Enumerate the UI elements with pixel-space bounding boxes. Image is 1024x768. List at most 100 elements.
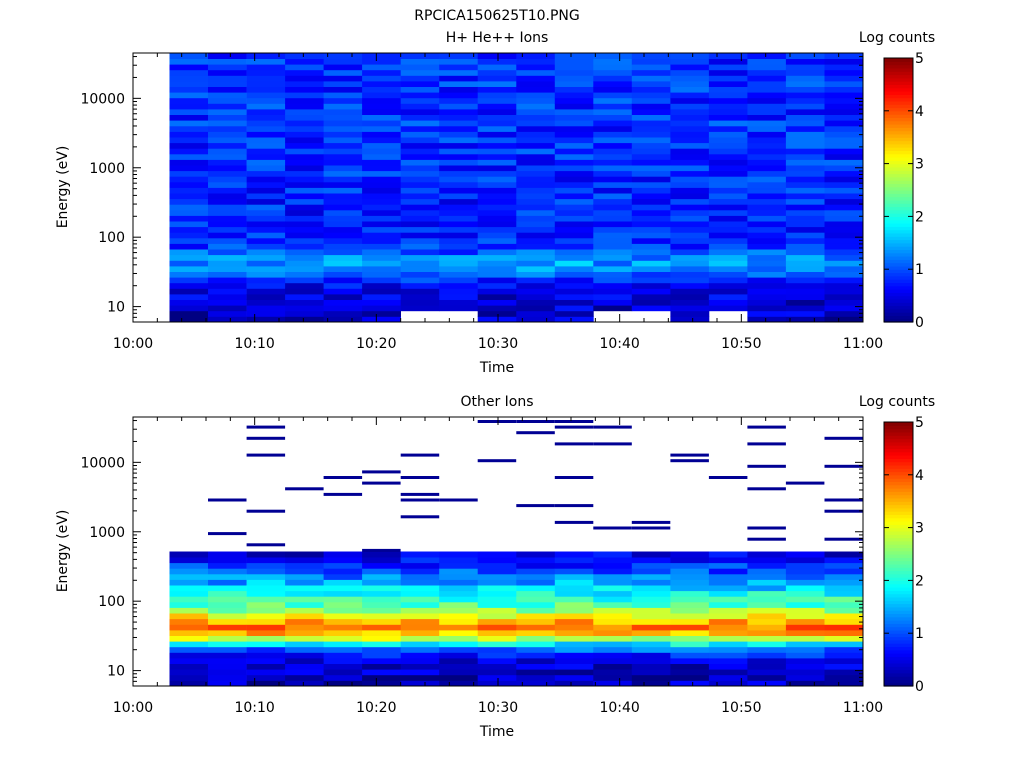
heatmap-cell: [208, 562, 247, 569]
heatmap-cell: [400, 646, 440, 653]
heatmap-cell: [670, 243, 710, 250]
heatmap-cell: [670, 159, 710, 166]
heatmap-cell: [477, 652, 517, 659]
heatmap-cell: [169, 680, 209, 687]
heatmap-cell: [747, 69, 787, 76]
heatmap-cell: [477, 215, 517, 222]
heatmap-cell: [477, 204, 517, 211]
heatmap-cell: [554, 148, 594, 155]
colorbar-segment: [884, 104, 913, 109]
heatmap-cell: [708, 669, 748, 676]
heatmap-cell: [285, 557, 324, 564]
heatmap-cell: [400, 299, 440, 306]
heatmap-cell: [246, 181, 286, 188]
colorbar-segment: [884, 312, 913, 316]
heatmap-cell: [631, 159, 671, 166]
heatmap-cell: [708, 142, 748, 149]
heatmap-cell: [323, 92, 363, 99]
heatmap-cell: [747, 165, 787, 172]
heatmap-cell: [477, 232, 517, 239]
heatmap-cell: [824, 613, 864, 620]
heatmap-cell: [670, 165, 710, 172]
heatmap-cell: [747, 176, 787, 183]
heatmap-cell: [554, 520, 594, 524]
colorbar-segment: [884, 183, 913, 188]
heatmap-cell: [785, 674, 825, 681]
heatmap-cell: [246, 573, 286, 580]
heatmap-cell: [593, 669, 633, 676]
heatmap-cell: [554, 53, 594, 59]
heatmap-cell: [824, 137, 864, 144]
heatmap-cell: [824, 573, 864, 580]
heatmap-cell: [362, 641, 401, 648]
heatmap-cell: [708, 125, 748, 132]
heatmap-cell: [362, 198, 401, 205]
colorbar-segment: [884, 279, 913, 283]
heatmap-cell: [593, 294, 633, 300]
heatmap-cell: [323, 120, 363, 127]
heatmap-cell: [708, 652, 748, 659]
heatmap-cell: [169, 585, 209, 592]
heatmap-cell: [824, 64, 864, 71]
heatmap-cell: [323, 249, 363, 256]
heatmap-cell: [246, 53, 286, 59]
heatmap-cell: [708, 601, 748, 608]
heatmap-cell: [593, 260, 633, 267]
heatmap-cell: [477, 579, 517, 586]
colorbar-segment: [884, 620, 913, 624]
heatmap-cell: [400, 498, 440, 502]
heatmap-cell: [747, 557, 787, 564]
heatmap-cell: [747, 618, 787, 625]
heatmap-cell: [285, 674, 324, 681]
colorbar-segment: [884, 550, 913, 555]
heatmap-cell: [593, 641, 633, 648]
heatmap-cell: [208, 103, 247, 110]
heatmap-cell: [708, 658, 748, 664]
heatmap-cell: [400, 69, 440, 76]
heatmap-cell: [323, 630, 363, 636]
heatmap-cell: [631, 674, 671, 681]
heatmap-cell: [708, 53, 748, 59]
heatmap-cell: [824, 131, 864, 138]
heatmap-cell: [747, 86, 787, 93]
heatmap-cell: [477, 585, 517, 592]
colorbar-segment: [884, 213, 913, 217]
heatmap-cell: [362, 663, 401, 670]
heatmap-cell: [477, 131, 517, 138]
heatmap-cell: [285, 170, 324, 177]
colorbar-segment: [884, 206, 913, 211]
heatmap-cell: [285, 669, 324, 676]
heatmap-cell: [824, 58, 864, 65]
heatmap-cell: [516, 613, 556, 620]
heatmap-cell: [631, 131, 671, 138]
heatmap-cell: [208, 254, 247, 261]
heatmap-cell: [285, 266, 324, 272]
x-tick-label: 11:00: [843, 336, 883, 352]
heatmap-cell: [362, 568, 401, 575]
heatmap-cell: [516, 86, 556, 93]
heatmap-cell: [824, 299, 864, 306]
heatmap-cell: [516, 305, 556, 312]
heatmap-cell: [439, 249, 479, 256]
heatmap-cell: [323, 142, 363, 149]
heatmap-cell: [208, 181, 247, 188]
heatmap-cell: [593, 674, 633, 681]
xlabel-other: Time: [479, 724, 514, 740]
heatmap-cell: [631, 254, 671, 261]
heatmap-cell: [670, 53, 710, 59]
heatmap-cell: [824, 601, 864, 608]
colorbar-segment: [884, 61, 913, 66]
heatmap-cell: [323, 254, 363, 261]
heatmap-cell: [169, 193, 209, 200]
heatmap-cell: [670, 221, 710, 228]
heatmap-cell: [477, 209, 517, 216]
heatmap-cell: [169, 305, 209, 312]
heatmap-cell: [323, 187, 363, 194]
heatmap-cell: [516, 551, 556, 558]
heatmap-cell: [708, 75, 748, 82]
heatmap-cell: [516, 601, 556, 608]
heatmap-cell: [824, 652, 864, 659]
colorbar-segment: [884, 484, 913, 489]
heatmap-cell: [708, 646, 748, 653]
